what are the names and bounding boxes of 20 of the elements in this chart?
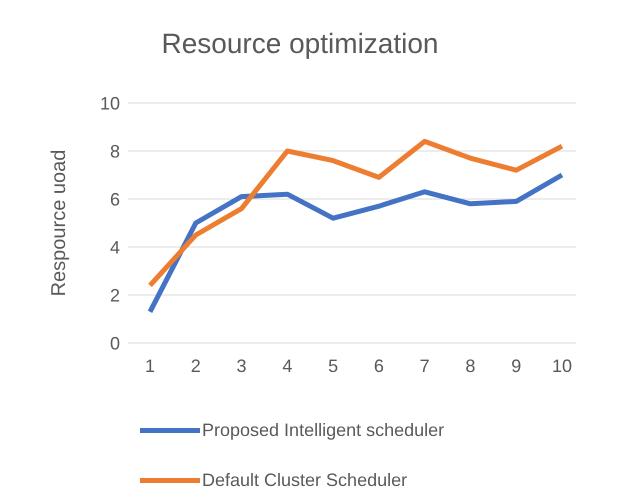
y-tick-label: 6 <box>110 189 120 210</box>
x-tick-label: 3 <box>236 356 247 376</box>
y-tick-label: 2 <box>110 285 120 306</box>
y-tick-label: 8 <box>110 141 120 162</box>
x-tick-label: 8 <box>465 356 476 376</box>
x-tick-label: 6 <box>374 356 384 376</box>
legend-label: Proposed Intelligent scheduler <box>202 420 444 440</box>
legend-label: Default Cluster Scheduler <box>202 470 408 490</box>
x-tick-label: 1 <box>144 356 156 376</box>
y-axis-title: Respource uoad <box>48 150 70 296</box>
x-tick-label: 10 <box>552 356 572 376</box>
x-tick-label: 2 <box>190 356 201 376</box>
x-tick-label: 9 <box>511 356 522 376</box>
y-tick-label: 4 <box>110 237 120 258</box>
y-tick-label: 10 <box>100 93 120 114</box>
x-tick-label: 4 <box>282 356 292 376</box>
chart-title: Resource optimization <box>160 28 440 60</box>
y-tick-label: 0 <box>110 333 120 354</box>
x-tick-label: 5 <box>328 356 338 376</box>
x-tick-label: 7 <box>420 356 430 376</box>
